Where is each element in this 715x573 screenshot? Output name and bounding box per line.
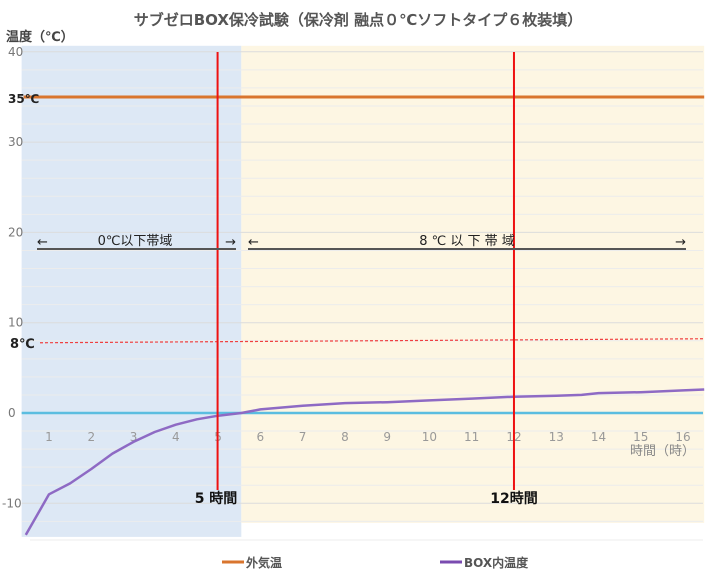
x-tick-label: 8 bbox=[341, 430, 349, 444]
x-tick-label: 9 bbox=[383, 430, 391, 444]
band1-label: 0℃以下帯域 bbox=[98, 234, 173, 249]
legend: 外気温 BOX内温度 bbox=[222, 555, 529, 569]
marker2-label: 12時間 bbox=[490, 490, 537, 507]
y-tick-label: -10 bbox=[2, 496, 22, 510]
x-tick-label: 10 bbox=[422, 430, 437, 444]
band1-arrow-right: → bbox=[225, 235, 236, 250]
chart-title: サブゼロBOX保冷試験（保冷剤 融点０℃ソフトタイプ６枚装填） bbox=[134, 11, 583, 29]
band2-label: 8 ℃ 以 下 帯 域 bbox=[419, 234, 515, 249]
x-tick-label: 13 bbox=[549, 430, 564, 444]
x-tick-label: 2 bbox=[87, 430, 95, 444]
x-tick-label: 16 bbox=[675, 430, 690, 444]
y-tick-label: 20 bbox=[8, 225, 23, 239]
x-tick-label: 15 bbox=[633, 430, 648, 444]
x-tick-label: 1 bbox=[45, 430, 53, 444]
x-tick-label: 14 bbox=[591, 430, 606, 444]
legend-label-box: BOX内温度 bbox=[464, 555, 529, 569]
y-tick-label: 30 bbox=[8, 135, 23, 149]
region-0 bbox=[22, 46, 242, 537]
x-tick-label: 7 bbox=[299, 430, 307, 444]
band2-arrow-right: → bbox=[675, 235, 686, 250]
threshold-label: 8℃ bbox=[10, 337, 35, 352]
x-tick-label: 11 bbox=[464, 430, 479, 444]
y-tick-label: 0 bbox=[8, 406, 16, 420]
band2-arrow-left: ← bbox=[248, 235, 259, 250]
outside-temp-label: 35℃ bbox=[8, 92, 39, 106]
y-tick-label: 10 bbox=[8, 316, 23, 330]
legend-label-outside: 外気温 bbox=[246, 555, 282, 569]
y-axis-label: 温度（℃） bbox=[6, 29, 74, 45]
y-tick-label: 40 bbox=[8, 45, 23, 59]
x-axis-label: 時間（時） bbox=[630, 444, 695, 459]
band1-arrow-left: ← bbox=[37, 235, 48, 250]
x-tick-label: 4 bbox=[172, 430, 180, 444]
marker1-label: 5 時間 bbox=[195, 490, 238, 507]
x-tick-label: 6 bbox=[257, 430, 265, 444]
